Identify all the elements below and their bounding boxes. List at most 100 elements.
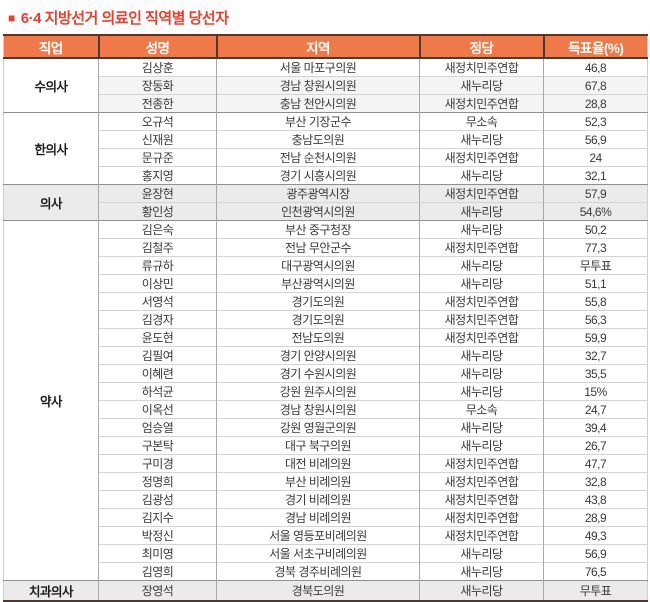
region-cell: 대전 비례의원 [216,454,420,473]
name-cell: 신재원 [98,130,217,149]
region-cell: 대구광역시의원 [216,256,420,275]
party-cell: 무소속 [419,112,544,131]
column-header-vote-rate: 득표율(%) [542,35,648,59]
table-row: 김광성 경기 비례의원 새정치민주연합 43,8 [3,490,648,509]
name-cell: 최미영 [98,544,217,563]
name-cell: 김은숙 [98,220,217,239]
region-cell: 경남 비례의원 [216,508,420,527]
name-cell: 김필여 [98,346,217,365]
occupation-cell: 약사 [3,220,99,581]
table-row: 전종한 충남 천안시의원 새정치민주연합 28,8 [3,94,648,113]
name-cell: 이상민 [98,274,217,293]
name-cell: 박정신 [98,526,217,545]
party-cell: 새누리당 [419,382,544,401]
region-cell: 경기 시흥시의원 [216,166,420,185]
region-cell: 인천광역시의원 [216,202,420,221]
name-cell: 구미경 [98,454,217,473]
name-cell: 김경자 [98,310,217,329]
party-cell: 새정치민주연합 [419,184,544,203]
party-cell: 새누리당 [419,202,544,221]
party-cell: 새누리당 [419,562,544,581]
party-cell: 새정치민주연합 [419,328,544,347]
rate-cell: 52,3 [584,114,607,129]
rate-cell: 26,7 [584,438,607,453]
rate-cell: 32,8 [584,474,607,489]
column-header-region: 지역 [215,35,420,59]
party-cell: 새정치민주연합 [419,238,544,257]
region-cell: 서울 영등포비례의원 [216,526,420,545]
table-row: 약사 김은숙 부산 중구청장 새누리당 50,2 [3,220,648,581]
rate-cell: 56,3 [584,312,607,327]
rate-cell: 55,8 [584,294,607,309]
region-cell: 부산 비례의원 [216,472,420,491]
name-cell: 이옥선 [98,400,217,419]
table-row: 문규준 전남 순천시의원 새정치민주연합 24 [3,148,648,167]
table-row: 이옥선 경남 창원시의원 무소속 24,7 [3,400,648,419]
rate-cell: 32,1 [584,168,607,183]
name-cell: 류규하 [98,256,217,275]
table-row: 신재원 충남도의원 새누리당 56,9 [3,130,648,149]
party-cell: 새누리당 [419,346,544,365]
square-bullet-icon: ■ [8,10,15,25]
occupation-cell: 의사 [3,184,99,221]
rate-cell: 28,9 [584,510,607,525]
party-cell: 새누리당 [419,220,544,239]
rate-cell: 76,5 [584,564,607,579]
rate-cell: 32,7 [584,348,607,363]
region-cell: 경북 경주비례의원 [216,562,420,581]
occupation-cell: 수의사 [3,58,99,113]
rate-cell: 47,7 [584,456,607,471]
table-row: 김경자 경기도의원 새정치민주연합 56,3 [3,310,648,329]
name-cell: 김광성 [98,490,217,509]
rate-cell: 39,4 [584,420,607,435]
table-row: 수의사 김상훈 서울 마포구의원 새정치민주연합 46,8 [3,58,648,113]
rate-cell: 무투표 [579,259,612,273]
column-header-party: 정당 [418,35,544,59]
table-row: 최미영 서울 서초구비례의원 새누리당 56,9 [3,544,648,563]
party-cell: 새정치민주연합 [419,508,544,527]
rate-cell: 49,3 [584,528,607,543]
region-cell: 부산 기장군수 [216,112,420,131]
party-cell: 새누리당 [419,436,544,455]
region-cell: 부산 중구청장 [216,220,420,239]
table-row: 황인성 인천광역시의원 새누리당 54,6% [3,202,648,221]
rate-cell: 56,9 [584,132,607,147]
rate-cell: 35,5 [584,366,607,381]
name-cell: 김지수 [98,508,217,527]
party-cell: 무소속 [419,400,544,419]
header-row: 직업 성명 지역 정당 득표율(%) [3,35,648,59]
name-cell: 하석균 [98,382,217,401]
name-cell: 김철주 [98,238,217,257]
region-cell: 강원 영월군의원 [216,418,420,437]
table-row: 김철주 전남 무안군수 새정치민주연합 77,3 [3,238,648,257]
table-row: 김필여 경기 안양시의원 새누리당 32,7 [3,346,648,365]
party-cell: 새정치민주연합 [419,292,544,311]
region-cell: 경북도의원 [216,580,420,601]
party-cell: 새정치민주연합 [419,472,544,491]
table-row: 박정신 서울 영등포비례의원 새정치민주연합 49,3 [3,526,648,545]
rate-cell: 50,2 [584,222,607,237]
rate-cell: 무투표 [543,580,648,601]
name-cell: 황인성 [98,202,217,221]
column-header-occupation: 직업 [3,35,99,59]
rate-cell: 46,8 [584,60,607,75]
region-cell: 서울 서초구비례의원 [216,544,420,563]
rate-cell: 59,9 [584,330,607,345]
name-cell: 전종한 [98,94,217,113]
table-row: 구미경 대전 비례의원 새정치민주연합 47,7 [3,454,648,473]
region-cell: 경기도의원 [216,310,420,329]
rate-cell: 24,7 [584,402,607,417]
column-header-name: 성명 [97,35,217,59]
rate-cell: 24 [589,150,602,165]
name-cell: 장영석 [98,580,217,601]
table-row: 이혜련 경기 수원시의원 새누리당 35,5 [3,364,648,383]
region-cell: 전남 무안군수 [216,238,420,257]
region-cell: 전남 순천시의원 [216,148,420,167]
region-cell: 경기도의원 [216,292,420,311]
region-cell: 대구 북구의원 [216,436,420,455]
party-cell: 새정치민주연합 [419,58,544,77]
table-row: 윤도현 전남도의원 새정치민주연합 59,9 [3,328,648,347]
rate-cell: 57,9 [543,184,648,203]
occupation-cell: 한의사 [3,112,99,185]
party-cell: 새정치민주연합 [419,454,544,473]
